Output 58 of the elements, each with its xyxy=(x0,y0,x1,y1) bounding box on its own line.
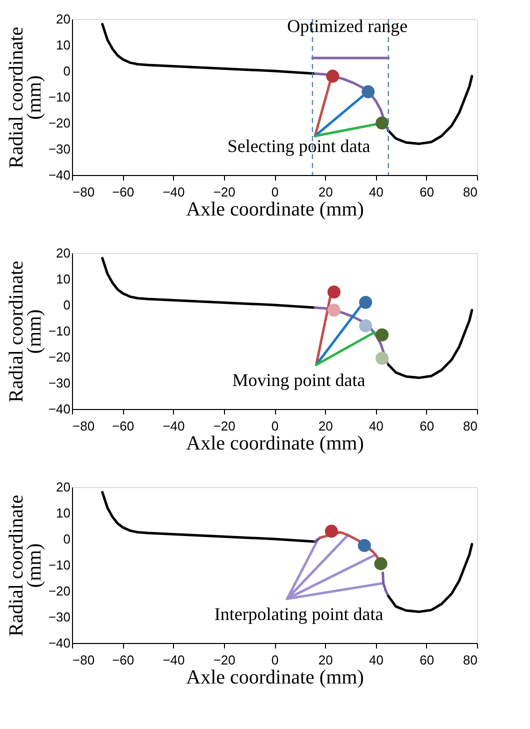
x-tick-label: −20 xyxy=(213,184,236,200)
x-tick-label: 40 xyxy=(369,652,384,668)
x-tick-label: 0 xyxy=(271,418,279,434)
x-tick-label: −80 xyxy=(72,184,95,200)
x-tick-label: −80 xyxy=(72,418,95,434)
x-axis-title: Axle coordinate (mm) xyxy=(186,666,364,688)
x-tick-label: 0 xyxy=(271,652,279,668)
y-tick-label: 0 xyxy=(63,298,70,312)
x-tick-label: 40 xyxy=(369,184,384,200)
y-tick-label: 20 xyxy=(56,12,70,26)
x-tick-label: −40 xyxy=(162,652,185,668)
x-axis-title: Axle coordinate (mm) xyxy=(186,198,364,220)
annotation: Optimized range xyxy=(287,16,408,36)
y-tick-label: −30 xyxy=(48,142,70,156)
x-tick-label: 0 xyxy=(271,184,279,200)
x-tick-label: 80 xyxy=(463,418,478,434)
y-axis-title: Radial coordinate (mm) xyxy=(5,494,46,636)
x-tick-label: −40 xyxy=(162,418,185,434)
y-tick-label: 20 xyxy=(56,246,70,260)
y-tick-label: −20 xyxy=(48,350,70,364)
x-tick-label: −20 xyxy=(213,652,236,668)
x-tick-label: 60 xyxy=(420,418,434,434)
x-tick-label: −60 xyxy=(112,184,134,200)
y-axis-title: Radial coordinate (mm) xyxy=(5,26,46,168)
x-tick-label: 20 xyxy=(318,184,333,200)
y-tick-label: 20 xyxy=(56,480,70,494)
x-tick-label: −60 xyxy=(112,652,134,668)
y-tick-label: 10 xyxy=(56,506,70,520)
y-tick-label: −30 xyxy=(48,376,70,390)
x-tick-label: 20 xyxy=(318,652,333,668)
x-tick-label: −20 xyxy=(213,418,236,434)
x-tick-label: 20 xyxy=(318,418,333,434)
x-tick-label: −40 xyxy=(162,184,185,200)
y-tick-label: −40 xyxy=(48,402,70,416)
y-tick-label: 10 xyxy=(56,38,70,52)
x-tick-label: 60 xyxy=(420,652,434,668)
y-tick-label: −10 xyxy=(48,558,70,572)
x-tick-label: 80 xyxy=(463,184,478,200)
x-tick-label: 60 xyxy=(420,184,434,200)
x-tick-label: −60 xyxy=(112,418,134,434)
y-tick-label: −30 xyxy=(48,610,70,624)
x-tick-label: 80 xyxy=(463,652,478,668)
y-tick-label: −40 xyxy=(48,168,70,182)
y-tick-label: 10 xyxy=(56,272,70,286)
y-tick-label: −10 xyxy=(48,324,70,338)
y-tick-label: −20 xyxy=(48,584,70,598)
annotation: Selecting point data xyxy=(227,136,370,156)
x-tick-label: −80 xyxy=(72,652,95,668)
y-tick-label: 0 xyxy=(63,532,70,546)
x-tick-label: 40 xyxy=(369,418,384,434)
y-tick-label: −40 xyxy=(48,636,70,650)
y-tick-label: 0 xyxy=(63,64,70,78)
x-axis-title: Axle coordinate (mm) xyxy=(186,432,364,454)
y-axis-title: Radial coordinate (mm) xyxy=(5,260,46,402)
y-tick-label: −20 xyxy=(48,116,70,130)
y-tick-label: −10 xyxy=(48,90,70,104)
annotation: Moving point data xyxy=(232,370,366,390)
annotation: Interpolating point data xyxy=(214,604,384,624)
